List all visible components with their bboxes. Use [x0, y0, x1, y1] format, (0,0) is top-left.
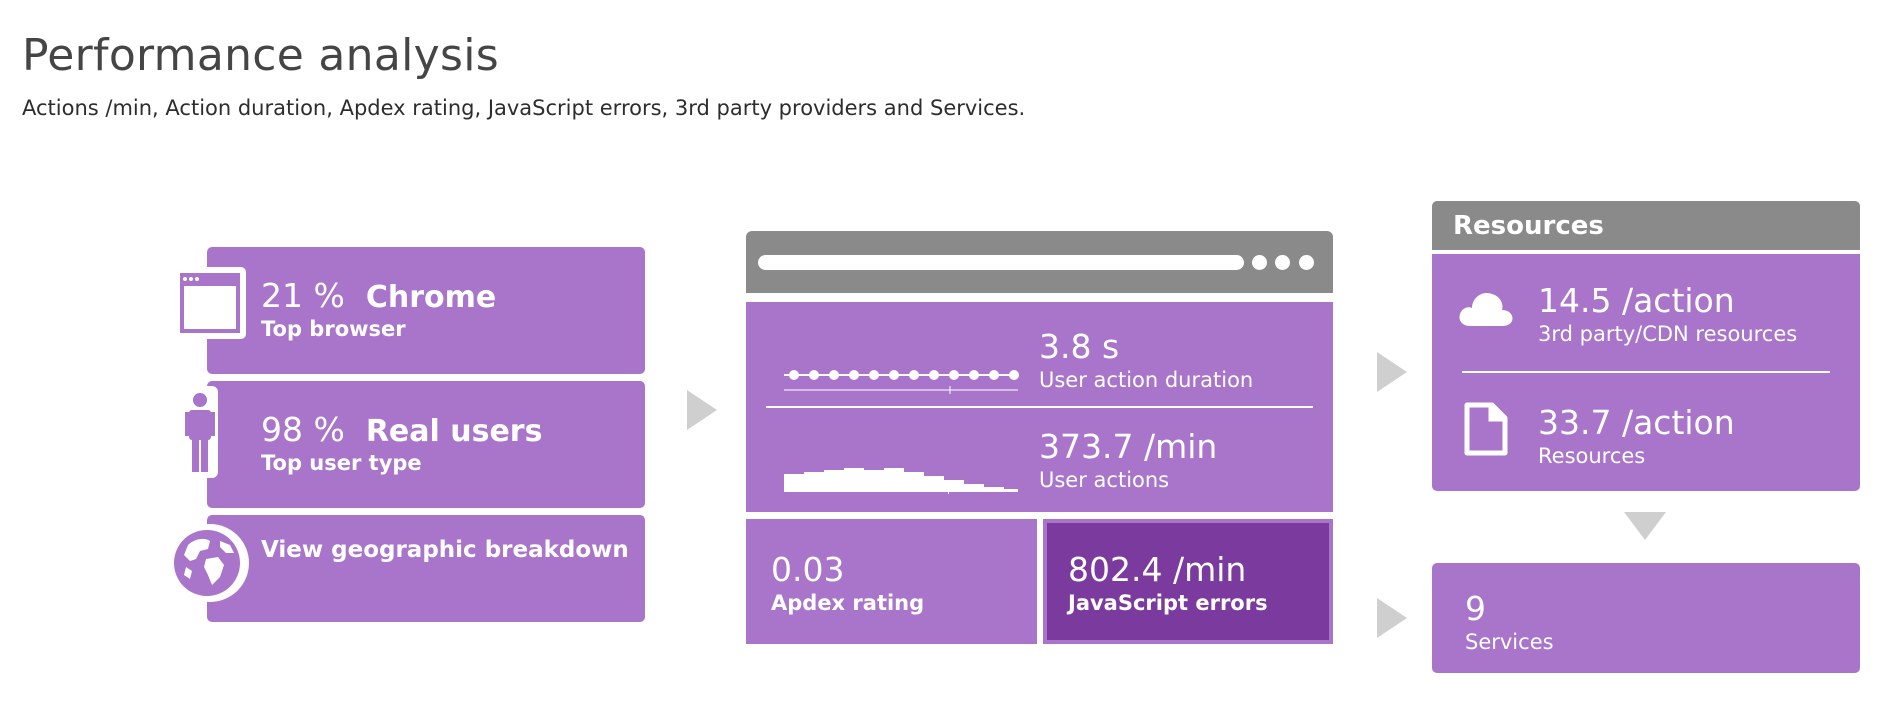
resources-value: 33.7 /action — [1538, 403, 1735, 442]
browser-window-icon — [174, 267, 246, 339]
geographic-breakdown-label: View geographic breakdown — [261, 537, 629, 563]
third-party-label: 3rd party/CDN resources — [1538, 322, 1798, 346]
apdex-tile[interactable]: 0.03 Apdex rating — [746, 519, 1037, 644]
services-value: 9 — [1465, 589, 1486, 628]
resources-header: Resources — [1432, 201, 1860, 250]
top-user-type-value: 98 % — [261, 410, 345, 449]
third-party-value: 14.5 /action — [1538, 281, 1735, 320]
geographic-breakdown-tile[interactable]: View geographic breakdown — [207, 515, 645, 622]
flow-arrow-right — [687, 390, 717, 430]
flow-arrow-right — [1377, 598, 1407, 638]
apdex-label: Apdex rating — [771, 591, 925, 615]
window-dot-icon — [1299, 255, 1314, 270]
top-browser-name: Chrome — [365, 280, 497, 315]
browser-window-frame — [746, 231, 1333, 293]
user-actions-label: User actions — [1039, 468, 1170, 492]
window-dot-icon — [1275, 255, 1290, 270]
person-icon — [182, 386, 218, 478]
actions-histogram — [784, 450, 1018, 494]
resources-divider — [1462, 371, 1830, 373]
flow-arrow-right — [1377, 352, 1407, 392]
document-icon — [1464, 402, 1508, 456]
flow-arrow-down — [1624, 512, 1666, 540]
cloud-icon — [1459, 292, 1513, 326]
top-user-type-label: Top user type — [261, 451, 422, 475]
duration-sparkline — [784, 370, 1019, 394]
javascript-errors-value: 802.4 /min — [1068, 550, 1247, 589]
page-title: Performance analysis — [22, 30, 499, 81]
top-browser-tile[interactable]: 21 % Chrome Top browser — [207, 247, 645, 374]
services-tile[interactable]: 9 Services — [1432, 563, 1860, 673]
user-actions-value: 373.7 /min — [1039, 427, 1218, 466]
resources-panel[interactable]: 14.5 /action 3rd party/CDN resources 33.… — [1432, 254, 1860, 491]
page-subtitle: Actions /min, Action duration, Apdex rat… — [22, 96, 1026, 120]
services-label: Services — [1465, 630, 1554, 654]
user-actions-panel[interactable]: 3.8 s User action duration 373.7 /min Us… — [746, 302, 1333, 512]
javascript-errors-tile[interactable]: 802.4 /min JavaScript errors — [1043, 519, 1333, 644]
apdex-value: 0.03 — [771, 550, 845, 589]
resources-header-label: Resources — [1453, 211, 1604, 241]
globe-icon — [171, 524, 249, 602]
top-browser-label: Top browser — [261, 317, 406, 341]
top-user-type-name: Real users — [365, 414, 543, 449]
address-bar — [758, 255, 1244, 270]
panel-divider — [766, 406, 1313, 408]
window-dot-icon — [1252, 255, 1267, 270]
top-browser-value: 21 % — [261, 276, 345, 315]
duration-label: User action duration — [1039, 368, 1254, 392]
resources-label: Resources — [1538, 444, 1646, 468]
top-user-type-tile[interactable]: 98 % Real users Top user type — [207, 381, 645, 508]
duration-value: 3.8 s — [1039, 327, 1120, 366]
javascript-errors-label: JavaScript errors — [1068, 591, 1268, 615]
